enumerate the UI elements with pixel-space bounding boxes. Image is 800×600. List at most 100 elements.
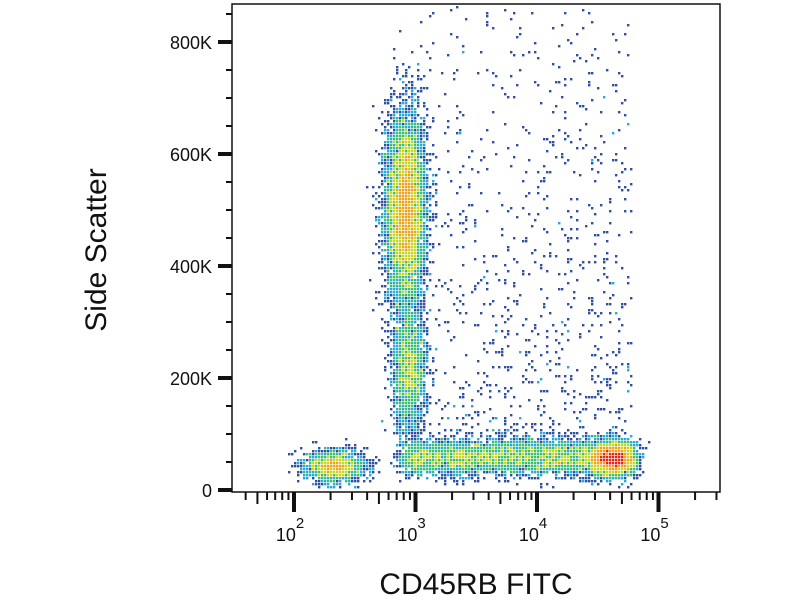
density-cell [345, 468, 348, 471]
density-cell [381, 183, 384, 186]
density-cell [429, 228, 432, 231]
density-cell [384, 171, 387, 174]
density-cell [618, 417, 621, 420]
density-cell [312, 483, 315, 486]
density-cell [492, 468, 495, 471]
density-cell [585, 396, 588, 399]
density-cell [393, 369, 396, 372]
density-cell [537, 333, 540, 336]
density-cell [504, 9, 507, 12]
density-cell [432, 174, 435, 177]
density-cell [333, 450, 336, 453]
density-cell [498, 192, 501, 195]
density-cell [621, 363, 624, 366]
density-cell [627, 282, 630, 285]
density-cell [531, 447, 534, 450]
density-cell [540, 315, 543, 318]
density-cell [405, 75, 408, 78]
density-cell [408, 81, 411, 84]
density-cell [303, 465, 306, 468]
density-cell [396, 252, 399, 255]
density-cell [411, 186, 414, 189]
density-cell [393, 339, 396, 342]
density-cell [396, 453, 399, 456]
density-cell [462, 387, 465, 390]
density-cell [510, 468, 513, 471]
density-cell [510, 18, 513, 21]
density-cell [504, 420, 507, 423]
density-cell [306, 477, 309, 480]
density-cell [426, 183, 429, 186]
density-cell [405, 474, 408, 477]
density-cell [405, 384, 408, 387]
density-cell [576, 453, 579, 456]
density-cell [465, 444, 468, 447]
density-cell [429, 219, 432, 222]
density-cell [405, 123, 408, 126]
density-cell [423, 363, 426, 366]
density-cell [558, 342, 561, 345]
density-cell [468, 186, 471, 189]
density-cell [381, 234, 384, 237]
density-cell [618, 72, 621, 75]
density-cell [504, 447, 507, 450]
density-cell [633, 441, 636, 444]
density-cell [459, 387, 462, 390]
tick-exponent: 4 [539, 515, 547, 532]
density-cell [594, 438, 597, 441]
density-cell [468, 204, 471, 207]
density-cell [426, 201, 429, 204]
density-cell [480, 159, 483, 162]
density-cell [525, 351, 528, 354]
density-cell [423, 168, 426, 171]
density-cell [420, 276, 423, 279]
density-cell [393, 318, 396, 321]
density-cell [420, 273, 423, 276]
density-cell [408, 123, 411, 126]
density-cell [396, 171, 399, 174]
density-cell [414, 294, 417, 297]
x-tick-label: 104 [519, 515, 547, 545]
density-cell [522, 126, 525, 129]
density-cell [423, 201, 426, 204]
density-cell [453, 474, 456, 477]
density-cell [387, 237, 390, 240]
density-cell [624, 453, 627, 456]
density-cell [417, 450, 420, 453]
density-cell [414, 306, 417, 309]
density-cell [567, 237, 570, 240]
density-cell [375, 207, 378, 210]
density-cell [597, 435, 600, 438]
density-cell [579, 174, 582, 177]
density-cell [372, 105, 375, 108]
density-cell [540, 429, 543, 432]
density-cell [396, 399, 399, 402]
density-cell [402, 228, 405, 231]
density-cell [462, 294, 465, 297]
density-cell [387, 321, 390, 324]
density-cell [594, 213, 597, 216]
density-cell [603, 465, 606, 468]
density-cell [405, 462, 408, 465]
density-cell [315, 456, 318, 459]
density-cell [489, 444, 492, 447]
density-cell [414, 444, 417, 447]
density-cell [336, 459, 339, 462]
density-cell [357, 474, 360, 477]
density-cell [495, 384, 498, 387]
density-cell [528, 450, 531, 453]
density-cell [414, 228, 417, 231]
density-cell [408, 321, 411, 324]
density-cell [417, 255, 420, 258]
density-cell [414, 216, 417, 219]
density-cell [402, 375, 405, 378]
density-cell [582, 408, 585, 411]
density-cell [588, 297, 591, 300]
density-cell [417, 237, 420, 240]
density-cell [411, 291, 414, 294]
density-cell [438, 243, 441, 246]
density-cell [399, 417, 402, 420]
density-cell [603, 447, 606, 450]
density-cell [369, 462, 372, 465]
density-cell [525, 240, 528, 243]
